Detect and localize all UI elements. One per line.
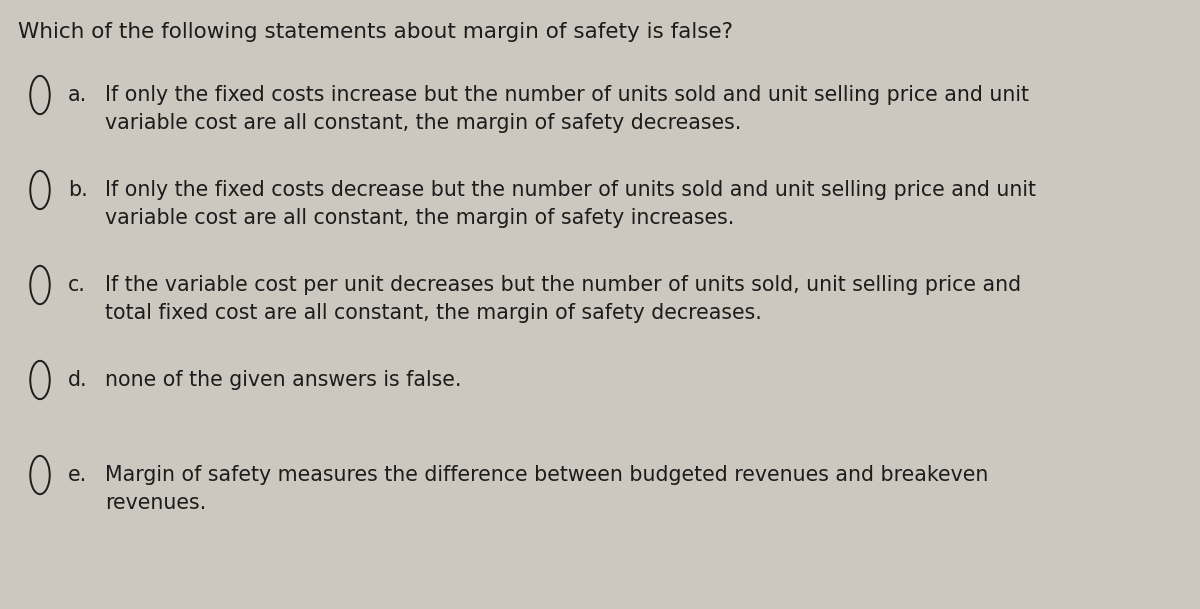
Text: c.: c. [68,275,86,295]
Text: variable cost are all constant, the margin of safety increases.: variable cost are all constant, the marg… [106,208,734,228]
Text: e.: e. [68,465,88,485]
Text: none of the given answers is false.: none of the given answers is false. [106,370,462,390]
Text: Which of the following statements about margin of safety is false?: Which of the following statements about … [18,22,733,42]
Text: a.: a. [68,85,88,105]
Text: Margin of safety measures the difference between budgeted revenues and breakeven: Margin of safety measures the difference… [106,465,989,485]
Text: revenues.: revenues. [106,493,206,513]
Text: total fixed cost are all constant, the margin of safety decreases.: total fixed cost are all constant, the m… [106,303,762,323]
Text: If only the fixed costs decrease but the number of units sold and unit selling p: If only the fixed costs decrease but the… [106,180,1036,200]
Text: If only the fixed costs increase but the number of units sold and unit selling p: If only the fixed costs increase but the… [106,85,1030,105]
Text: d.: d. [68,370,88,390]
Text: If the variable cost per unit decreases but the number of units sold, unit selli: If the variable cost per unit decreases … [106,275,1021,295]
Text: b.: b. [68,180,88,200]
Text: variable cost are all constant, the margin of safety decreases.: variable cost are all constant, the marg… [106,113,742,133]
